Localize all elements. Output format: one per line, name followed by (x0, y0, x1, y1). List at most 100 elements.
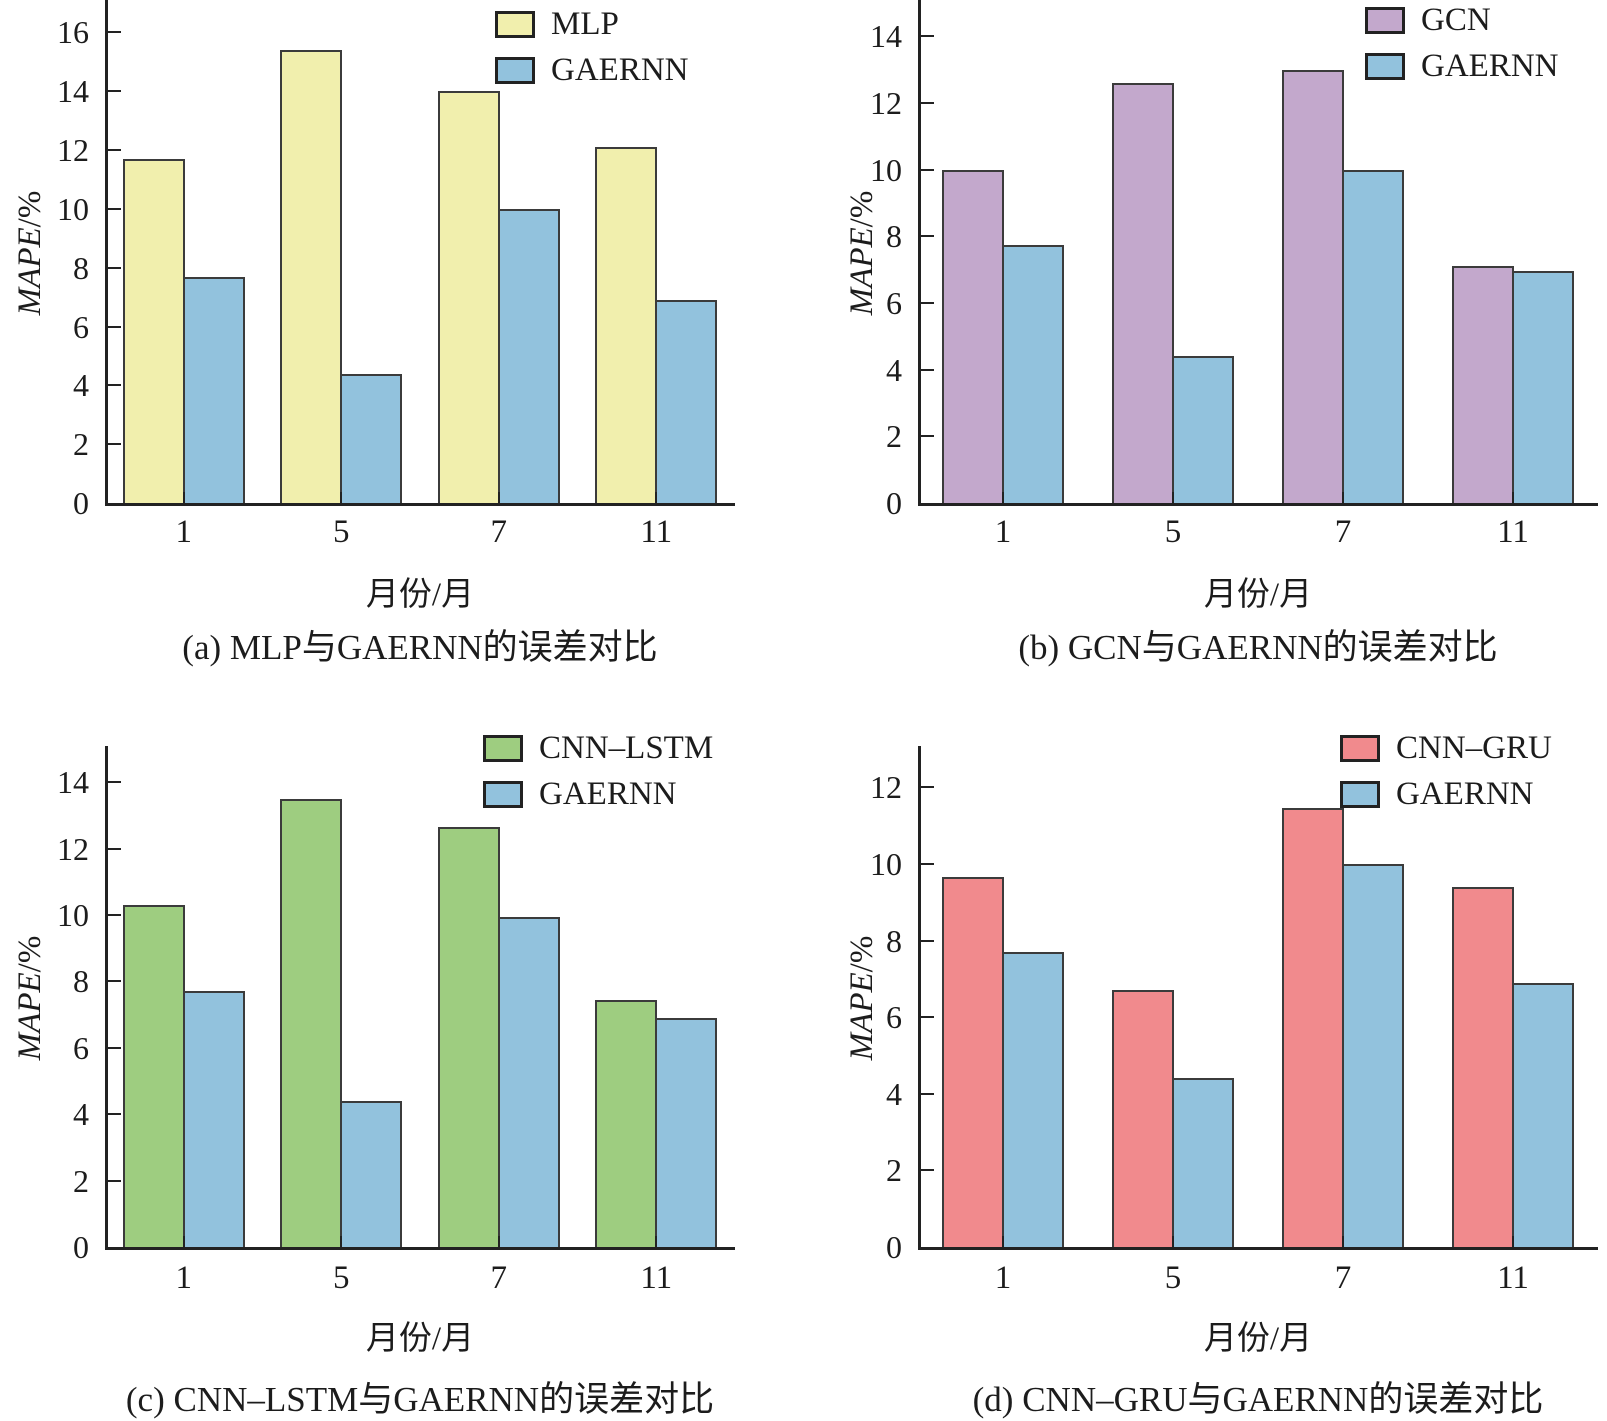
x-tick-label-5: 5 (333, 1260, 350, 1296)
y-tick-c (108, 980, 121, 983)
x-axis-c (105, 1247, 735, 1250)
x-tick-label-7: 7 (1334, 1260, 1352, 1296)
bar-GAERNN-month-5 (1172, 356, 1234, 503)
y-tick-c (108, 1113, 121, 1116)
x-tick-7 (497, 492, 500, 503)
legend-entry-GCN: GCN (1365, 2, 1559, 38)
y-axis-title-b: MAPE/% (844, 191, 880, 316)
legend-c: CNN–LSTM GAERNN (483, 730, 713, 822)
y-tick-d (921, 1016, 934, 1019)
x-tick-label-5: 5 (333, 514, 350, 550)
y-tick-label-a: 4 (73, 367, 89, 404)
panel-caption-c: (c) CNN–LSTM与GAERNN的误差对比 (125, 1380, 715, 1419)
x-tick-5 (340, 492, 343, 503)
y-tick-label-a: 8 (73, 249, 89, 286)
bar-group-1 (918, 3, 1088, 503)
y-tick-a (108, 443, 121, 446)
y-tick-label-d: 6 (886, 999, 902, 1036)
panel-caption-a: (a) MLP与GAERNN的误差对比 (182, 628, 658, 667)
x-tick-11 (655, 492, 658, 503)
bar-GAERNN-month-7 (497, 916, 560, 1247)
bar-GAERNN-month-7 (1342, 863, 1404, 1247)
bar-GAERNN-month-1 (1002, 952, 1064, 1247)
legend-swatch-CNN–GRU (1340, 734, 1380, 762)
legend-swatch-GCN (1365, 6, 1405, 34)
x-tick-label-11: 11 (640, 1260, 673, 1296)
x-tick-11 (1512, 1236, 1514, 1247)
bar-groups-c (105, 749, 735, 1247)
bar-group-1 (105, 749, 263, 1247)
bar-GAERNN-month-11 (1512, 982, 1574, 1247)
y-tick-label-b: 4 (886, 351, 902, 388)
bar-GCN-month-1 (942, 169, 1004, 503)
y-axis-title-italic-a: MAPE (12, 227, 48, 316)
y-tick-c (108, 1046, 121, 1049)
bar-CNN–GRU-month-7 (1282, 808, 1344, 1247)
y-axis-title-unit-a: /% (12, 190, 48, 228)
y-tick-label-c: 4 (73, 1096, 89, 1133)
y-tick-label-b: 10 (870, 151, 902, 188)
x-tick-7 (497, 1236, 500, 1247)
x-tick-label-11: 11 (640, 514, 673, 550)
y-tick-label-a: 0 (73, 485, 89, 521)
x-tick-label-11: 11 (1497, 514, 1529, 550)
x-tick-label-1: 1 (175, 1260, 193, 1296)
y-tick-label-b: 6 (886, 285, 902, 321)
x-axis-d (918, 1247, 1598, 1250)
bar-group-11 (578, 749, 736, 1247)
y-tick-a (108, 384, 121, 387)
panel-c: 0 2 4 6 8 10 12 14 1 5 7 11 月份/月 MAPE/% (c) CNN–LSTM与G… (0, 700, 800, 1421)
bar-MLP-month-7 (437, 91, 500, 503)
bar-group-1 (918, 749, 1088, 1247)
x-category-labels-a: 1 5 7 11 (105, 514, 735, 550)
bar-CNN–LSTM-month-5 (280, 798, 343, 1247)
y-tick-a (108, 90, 121, 93)
y-tick-label-a: 6 (73, 308, 89, 345)
bar-GAERNN-month-5 (340, 373, 403, 503)
y-tick-d (921, 1092, 934, 1095)
legend-swatch-CNN–LSTM (483, 734, 523, 762)
x-axis-title-d: 月份/月 (1203, 1321, 1313, 1357)
legend-swatch-GAERNN (1365, 52, 1405, 80)
bar-GAERNN-month-7 (497, 208, 560, 503)
x-axis-title-b: 月份/月 (1203, 577, 1313, 613)
y-tick-c (108, 781, 121, 784)
y-axis-title-italic-c: MAPE (12, 972, 48, 1061)
panel-caption-d: (d) CNN–GRU与GAERNN的误差对比 (972, 1380, 1544, 1419)
y-axis-b (918, 0, 921, 503)
bar-group-5 (1088, 749, 1258, 1247)
plot-area-b: 0 2 4 6 8 10 12 14 (870, 0, 1598, 519)
y-tick-b (921, 35, 934, 38)
bar-CNN–LSTM-month-11 (595, 999, 658, 1247)
x-tick-label-7: 7 (490, 1260, 508, 1296)
y-tick-label-a: 12 (57, 132, 89, 169)
x-tick-label-5: 5 (1164, 514, 1182, 550)
y-tick-label-b: 2 (886, 418, 902, 455)
x-axis-title-a: 月份/月 (365, 577, 475, 613)
legend-label-CNN–LSTM: CNN–LSTM (539, 730, 714, 766)
x-tick-label-7: 7 (1334, 514, 1352, 550)
bar-GAERNN-month-11 (1512, 271, 1574, 503)
legend-label-GAERNN: GAERNN (539, 776, 677, 812)
x-category-labels-d: 1 5 7 11 (918, 1260, 1598, 1296)
bar-GCN-month-5 (1112, 83, 1174, 503)
x-tick-5 (1172, 1236, 1174, 1247)
y-tick-label-d: 2 (886, 1152, 902, 1189)
y-tick-label-a: 2 (73, 426, 89, 463)
bar-MLP-month-5 (280, 50, 343, 503)
legend-b: GCN GAERNN (1365, 2, 1559, 94)
bar-group-7 (420, 749, 578, 1247)
bar-GCN-month-7 (1282, 69, 1344, 503)
x-tick-5 (1172, 492, 1174, 503)
y-tick-d (921, 1169, 934, 1172)
y-tick-label-d: 12 (870, 769, 902, 806)
bar-groups-d (918, 749, 1598, 1247)
y-tick-b (921, 102, 934, 104)
bar-group-5 (263, 3, 421, 503)
y-tick-c (108, 847, 121, 850)
bar-groups-b (918, 3, 1598, 503)
y-tick-label-d: 0 (886, 1229, 902, 1265)
y-axis-a (105, 0, 108, 503)
y-tick-label-c: 2 (73, 1162, 89, 1199)
